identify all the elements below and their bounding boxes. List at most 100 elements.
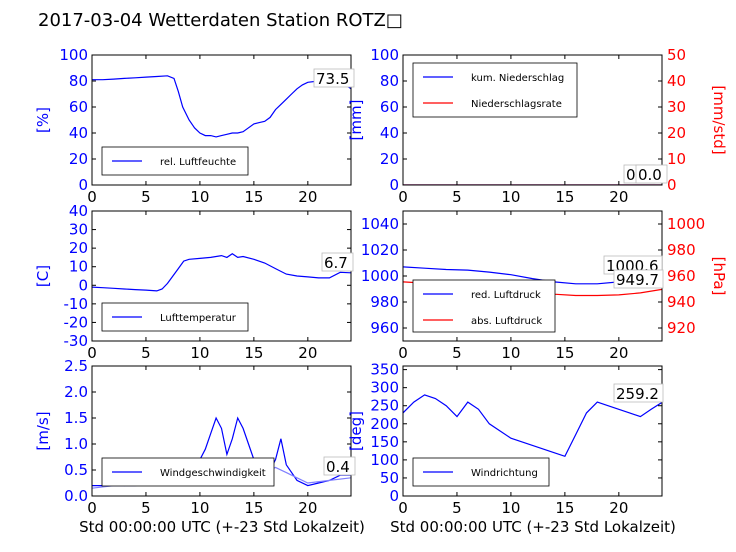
plot-frame [402, 54, 663, 186]
legend-label: Windrichtung [471, 468, 538, 479]
series-group [92, 75, 351, 138]
y-tick-label: 20 [69, 150, 88, 168]
x-tick-label: 15 [244, 188, 263, 206]
y-axis-label: [%] [34, 107, 52, 133]
y-tick-label: 0.0 [64, 487, 88, 505]
legend: Windgeschwindigkeit [101, 457, 275, 487]
value-annotation: 949.7 [613, 269, 664, 289]
legend: kum. Niederschlag Niederschlagsrate [412, 62, 578, 118]
x-axis-label-right: Std 00:00:00 UTC (+-23 Std Lokalzeit) [390, 518, 676, 536]
series-line-lufttemperatur [92, 252, 351, 292]
annotation-box [635, 164, 668, 184]
y-tick-label: 250 [370, 397, 399, 415]
chart-panel-2: 0 5 10 15 20 0 20 40 60 80 100 0 10 20 30 40 50 [mm/std] [… [347, 46, 728, 206]
y-tick-label: 0 [78, 276, 88, 294]
y-axis-label: [C] [34, 265, 52, 287]
x-tick-label: 20 [609, 344, 628, 362]
x-tick-label: 5 [141, 499, 151, 517]
y-right-tick-label: 960 [667, 267, 696, 285]
value-annotation: 6.7 [321, 252, 354, 272]
y-right-tick-label: 980 [667, 241, 696, 259]
x-tick-label: 20 [298, 344, 317, 362]
x-tick-label: 15 [555, 344, 574, 362]
x-tick-label: 5 [141, 188, 151, 206]
y-tick-label: 960 [370, 319, 399, 337]
legend: Lufttemperatur [101, 302, 249, 332]
y-tick-label: 980 [370, 293, 399, 311]
y-right-tick-label: 940 [667, 293, 696, 311]
y-right-axis-label: [mm/std] [710, 85, 728, 154]
x-tick-label: 5 [452, 344, 462, 362]
x-tick-label: 0 [87, 499, 97, 517]
series-group [403, 394, 662, 458]
y-tick-label: 30 [69, 221, 88, 239]
value-annotation: 0.4 [323, 456, 356, 476]
annotation-text: 259.2 [616, 385, 659, 403]
legend-label: rel. Luftfeuchte [160, 157, 236, 168]
x-tick-label: 0 [398, 344, 408, 362]
x-tick-label: 10 [501, 344, 520, 362]
y-tick-label: 1040 [361, 215, 399, 233]
y-tick-label: 150 [370, 433, 399, 451]
annotation-box [323, 456, 356, 476]
y-tick-label: 350 [370, 361, 399, 379]
y-tick-label: 100 [59, 46, 88, 64]
x-tick-label: 0 [87, 344, 97, 362]
annotation-box [321, 252, 354, 272]
plot-frame [91, 365, 352, 497]
x-tick-label: 5 [141, 344, 151, 362]
legend: rel. Luftfeuchte [101, 146, 249, 176]
y-tick-label: 1.5 [64, 409, 88, 427]
x-tick-label: 5 [452, 188, 462, 206]
y-right-tick-label: 40 [667, 72, 686, 90]
series-group [92, 252, 351, 292]
plot-frame [91, 54, 352, 186]
y-tick-label: 40 [380, 124, 399, 142]
annotation-text: 73.5 [316, 70, 349, 88]
y-axis-label: [mm] [347, 100, 365, 141]
x-tick-label: 10 [501, 499, 520, 517]
annotation-box [613, 383, 664, 403]
y-right-tick-label: 1000 [667, 215, 705, 233]
x-tick-label: 5 [452, 499, 462, 517]
y-tick-label: -20 [64, 313, 89, 331]
y-tick-label: 20 [380, 150, 399, 168]
y-tick-label: 0 [78, 176, 88, 194]
y-tick-label: 40 [69, 124, 88, 142]
y-tick-label: 200 [370, 415, 399, 433]
x-tick-label: 15 [244, 499, 263, 517]
figure-title: 2017-03-04 Wetterdaten Station ROTZ□ [38, 10, 403, 31]
x-tick-label: 15 [244, 344, 263, 362]
y-tick-label: 0.5 [64, 461, 88, 479]
y-tick-label: 1000 [361, 267, 399, 285]
legend-frame [412, 279, 556, 333]
annotation-text: 0.4 [326, 458, 350, 476]
annotation-box [613, 269, 664, 289]
x-tick-label: 10 [190, 344, 209, 362]
y-tick-label: 10 [69, 258, 88, 276]
chart-panel-4: 0 5 10 15 20 960 980 1000 1020 1040 920 940 960 980 10… [361, 210, 728, 362]
y-tick-label: 100 [370, 46, 399, 64]
y-tick-label: 80 [380, 72, 399, 90]
legend: red. Luftdruck abs. Luftdruck [412, 279, 556, 333]
annotation-box [313, 68, 355, 88]
legend-label: abs. Luftdruck [471, 316, 542, 327]
y-tick-label: 50 [380, 469, 399, 487]
x-tick-label: 10 [501, 188, 520, 206]
value-annotation: 0.0 [635, 164, 668, 184]
y-tick-label: 0 [389, 487, 399, 505]
legend-label: kum. Niederschlag [471, 73, 564, 84]
y-tick-label: 1.0 [64, 435, 88, 453]
x-tick-label: 0 [398, 188, 408, 206]
x-tick-label: 0 [398, 499, 408, 517]
y-tick-label: -30 [64, 332, 89, 350]
y-tick-label: -10 [64, 295, 89, 313]
y-tick-label: 0 [389, 176, 399, 194]
value-annotation: 259.2 [613, 383, 664, 403]
y-tick-label: 2.5 [64, 357, 88, 375]
x-tick-label: 15 [555, 499, 574, 517]
y-tick-label: 20 [69, 239, 88, 257]
x-tick-label: 15 [555, 188, 574, 206]
x-tick-label: 10 [190, 499, 209, 517]
